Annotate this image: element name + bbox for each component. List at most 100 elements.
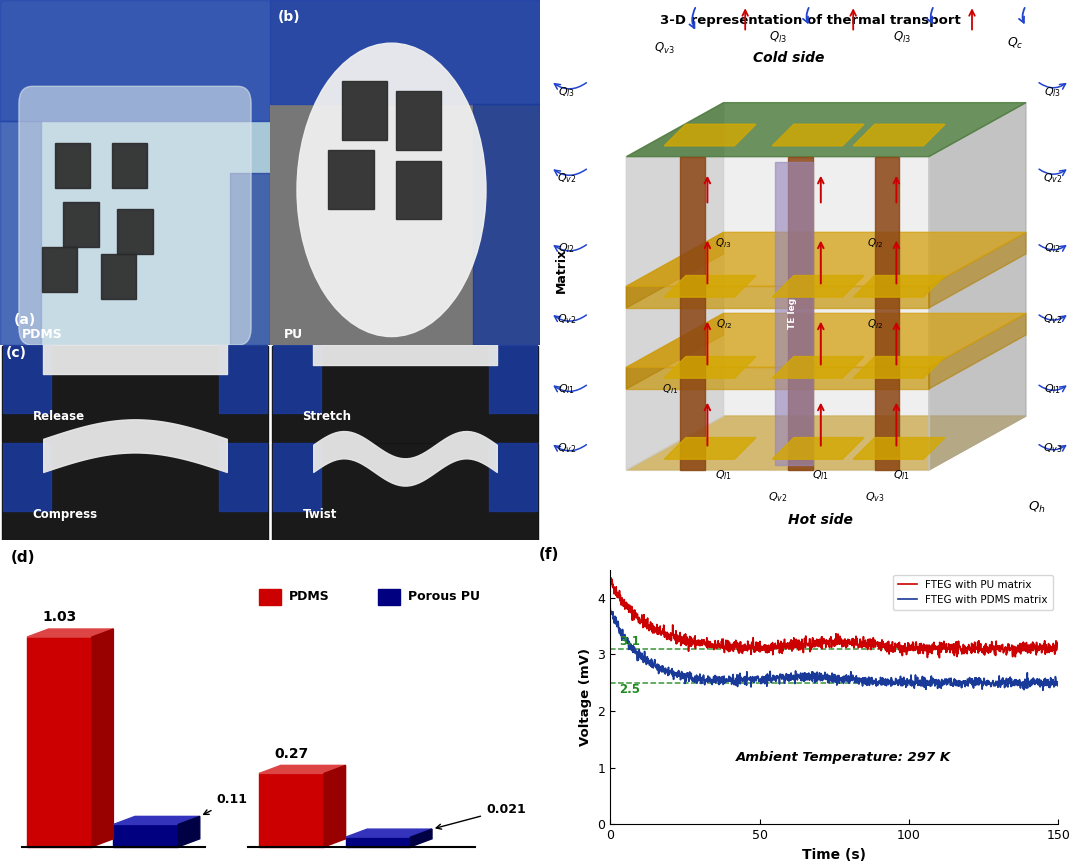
- Bar: [113, 824, 178, 847]
- Polygon shape: [626, 313, 724, 389]
- Legend: FTEG with PU matrix, FTEG with PDMS matrix: FTEG with PU matrix, FTEG with PDMS matr…: [893, 575, 1053, 610]
- Text: 3-D representation of thermal transport: 3-D representation of thermal transport: [660, 14, 960, 27]
- FTEG with PDMS matrix: [1052, 678, 1065, 689]
- Bar: [2, 444, 268, 539]
- Text: TE leg: TE leg: [788, 298, 797, 329]
- Polygon shape: [664, 275, 756, 297]
- Text: 2.5: 2.5: [619, 683, 640, 696]
- Bar: [488, 443, 538, 511]
- Bar: [328, 150, 374, 209]
- Text: PDMS: PDMS: [22, 328, 63, 341]
- Polygon shape: [410, 829, 432, 847]
- Text: $Q_{v2}$: $Q_{v2}$: [1043, 172, 1063, 186]
- Line: FTEG with PDMS matrix: FTEG with PDMS matrix: [610, 608, 1058, 690]
- Text: $Q_{l1}$: $Q_{l1}$: [812, 469, 829, 482]
- Polygon shape: [853, 438, 945, 459]
- Bar: [218, 345, 268, 413]
- Y-axis label: Voltage (mV): Voltage (mV): [579, 648, 592, 746]
- Bar: [102, 254, 136, 299]
- Text: 1.03: 1.03: [42, 610, 77, 624]
- Bar: [104, 257, 134, 295]
- Text: $Q_{v2}$: $Q_{v2}$: [1043, 312, 1063, 325]
- Bar: [2, 346, 268, 442]
- Line: FTEG with PU matrix: FTEG with PU matrix: [610, 578, 1058, 658]
- Polygon shape: [853, 124, 945, 146]
- Bar: [272, 444, 538, 539]
- Text: $Q_{l1}$: $Q_{l1}$: [1044, 382, 1062, 396]
- X-axis label: Time (s): Time (s): [802, 847, 866, 861]
- Bar: [473, 104, 540, 345]
- Text: $Q_{v2}$: $Q_{v2}$: [768, 490, 787, 504]
- Polygon shape: [626, 313, 1026, 368]
- Text: Porous PU: Porous PU: [408, 590, 480, 603]
- Bar: [120, 212, 150, 250]
- Bar: [272, 346, 538, 442]
- Polygon shape: [626, 103, 1026, 157]
- Bar: [775, 162, 812, 464]
- Bar: [0, 0, 270, 121]
- Text: Hot side: Hot side: [788, 513, 853, 526]
- Text: Matrix: Matrix: [555, 248, 568, 293]
- Text: $Q_{l3}$: $Q_{l3}$: [1044, 85, 1062, 98]
- Bar: [218, 443, 268, 511]
- Text: $Q_{l2}$: $Q_{l2}$: [716, 318, 731, 331]
- Bar: [488, 345, 538, 413]
- Polygon shape: [664, 438, 756, 459]
- Polygon shape: [853, 356, 945, 378]
- Ellipse shape: [297, 43, 486, 337]
- Text: $Q_{l1}$: $Q_{l1}$: [558, 382, 576, 396]
- Bar: [27, 637, 92, 847]
- Text: (b): (b): [279, 9, 300, 23]
- Polygon shape: [664, 124, 756, 146]
- Text: Release: Release: [32, 410, 84, 423]
- Text: Stretch: Stretch: [302, 410, 351, 423]
- Bar: [2, 345, 52, 413]
- FTEG with PU matrix: [804, 646, 816, 657]
- Bar: [2, 443, 52, 511]
- Polygon shape: [626, 103, 724, 470]
- Text: Compress: Compress: [32, 507, 97, 520]
- Text: $Q_c$: $Q_c$: [1007, 35, 1024, 51]
- FTEG with PU matrix: [638, 621, 651, 632]
- Bar: [395, 91, 442, 150]
- Text: $Q_{l3}$: $Q_{l3}$: [558, 85, 576, 98]
- Polygon shape: [772, 356, 864, 378]
- Bar: [42, 247, 77, 292]
- FTEG with PU matrix: [933, 652, 946, 663]
- Bar: [346, 837, 410, 847]
- Bar: [114, 147, 145, 185]
- Text: (d): (d): [11, 550, 36, 565]
- Bar: [341, 81, 388, 140]
- Polygon shape: [929, 103, 1026, 470]
- Bar: [2, 444, 268, 539]
- Bar: [400, 97, 437, 145]
- Bar: [395, 161, 442, 219]
- Polygon shape: [772, 438, 864, 459]
- Text: $Q_{v3}$: $Q_{v3}$: [1043, 442, 1063, 456]
- Text: 0.11: 0.11: [204, 793, 247, 815]
- Bar: [400, 166, 437, 214]
- Bar: [333, 155, 369, 204]
- Text: (a): (a): [13, 313, 36, 327]
- FTEG with PDMS matrix: [804, 675, 816, 685]
- Polygon shape: [626, 232, 724, 308]
- Polygon shape: [626, 157, 929, 470]
- Polygon shape: [626, 416, 1026, 470]
- Bar: [788, 157, 812, 470]
- FTEG with PU matrix: [1052, 642, 1065, 652]
- Text: Cold side: Cold side: [753, 51, 824, 65]
- FTEG with PU matrix: [657, 629, 670, 639]
- Polygon shape: [113, 816, 200, 824]
- Bar: [118, 209, 152, 254]
- Bar: [270, 0, 540, 104]
- Bar: [272, 345, 322, 413]
- Bar: [259, 589, 281, 605]
- Text: $Q_{l1}$: $Q_{l1}$: [893, 469, 910, 482]
- Polygon shape: [772, 275, 864, 297]
- FTEG with PDMS matrix: [1037, 685, 1050, 696]
- Polygon shape: [929, 313, 1026, 389]
- FTEG with PDMS matrix: [794, 671, 807, 682]
- Bar: [259, 773, 324, 847]
- Bar: [272, 444, 538, 539]
- Polygon shape: [664, 356, 756, 378]
